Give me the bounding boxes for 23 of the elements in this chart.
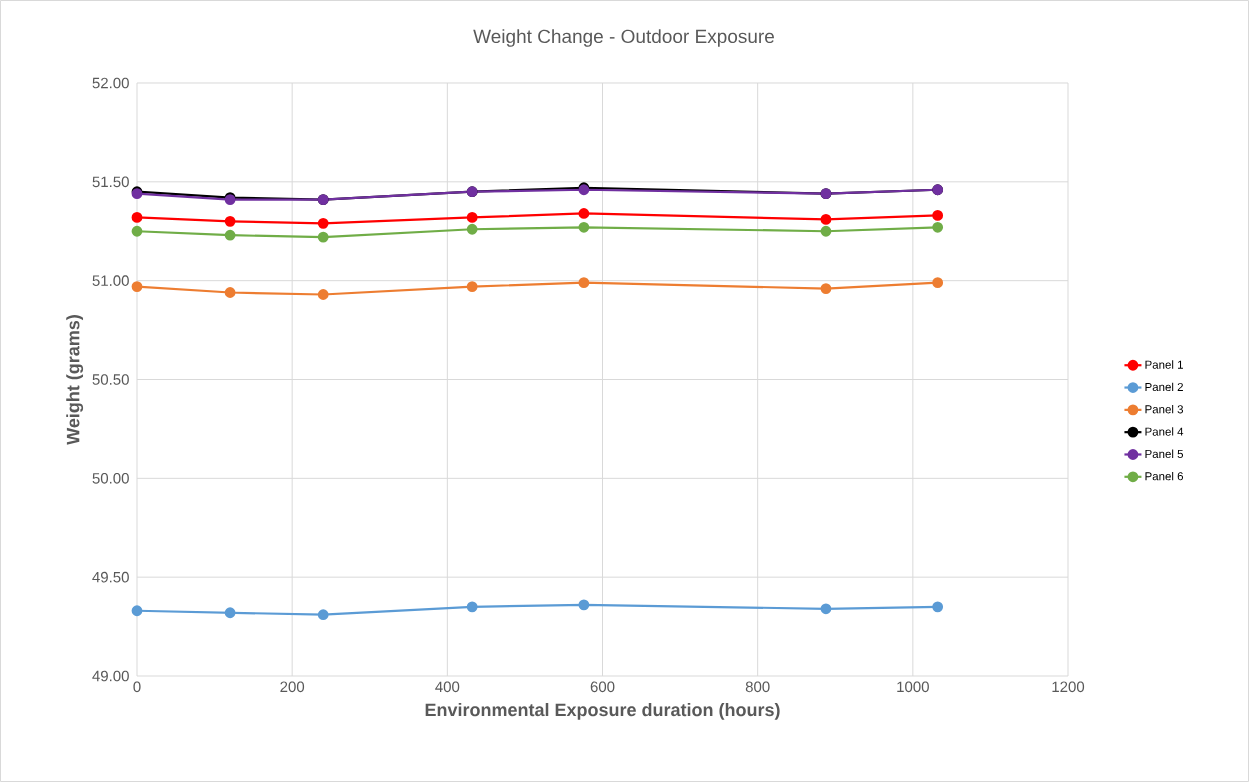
y-axis-title: Weight (grams) [66,315,84,445]
legend-label: Panel 2 [1145,382,1183,392]
x-tick-label: 600 [590,681,615,693]
y-tick-label: 49.00 [92,670,129,682]
x-axis-title: Environmental Exposure duration (hours) [425,702,780,720]
y-tick-label: 51.50 [92,176,129,188]
chart-title: Weight Change - Outdoor Exposure [473,29,774,47]
x-tick-label: 800 [745,681,770,693]
legend-label: Panel 1 [1145,360,1183,369]
x-tick-label: 0 [133,681,141,693]
x-tick-label: 1000 [897,681,929,693]
legend-label: Panel 6 [1145,471,1184,481]
x-tick-label: 200 [280,681,305,693]
y-tick-label: 51.00 [92,275,129,286]
x-tick-label: 400 [435,681,460,693]
y-tick-label: 52.00 [92,77,129,89]
legend-label: Panel 5 [1145,449,1184,459]
x-tick-label: 1200 [1052,681,1085,693]
legend-label: Panel 3 [1145,404,1184,414]
y-tick-label: 50.00 [92,473,129,484]
y-tick-label: 49.50 [92,571,129,583]
y-tick-label: 50.50 [92,374,129,385]
legend-label: Panel 4 [1145,427,1184,436]
